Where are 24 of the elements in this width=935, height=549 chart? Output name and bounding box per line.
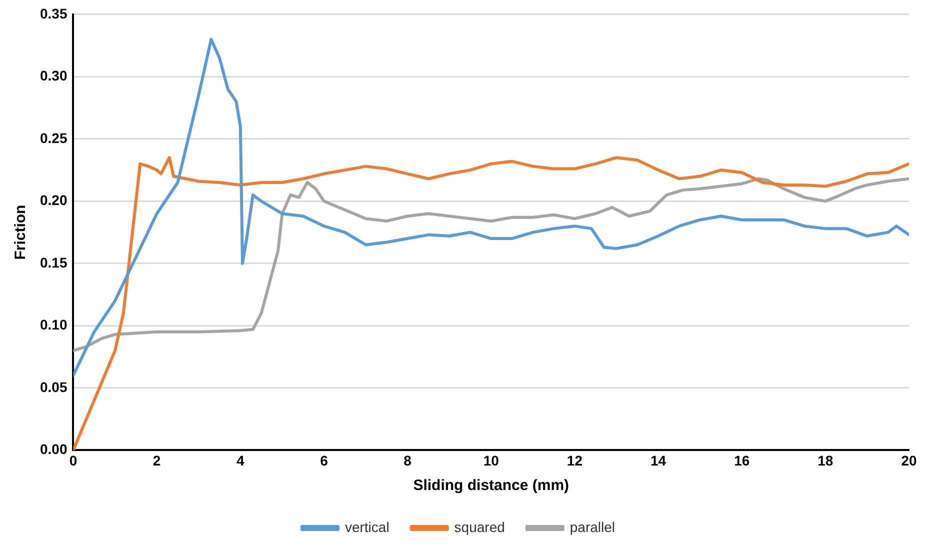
x-tick-label: 2: [152, 452, 161, 468]
x-tick-label: 6: [320, 452, 328, 468]
y-tick-label: 0.25: [40, 130, 68, 146]
x-tick-label: 14: [650, 452, 666, 468]
legend-label: squared: [454, 518, 505, 535]
x-axis-title: Sliding distance (mm): [413, 477, 570, 494]
x-tick-label: 0: [69, 452, 78, 468]
x-tick-label: 8: [404, 452, 412, 468]
x-tick-label: 4: [236, 452, 244, 468]
y-tick-label: 0.15: [40, 254, 68, 270]
y-axis-title: Friction: [12, 204, 30, 260]
y-tick-label: 0.10: [40, 316, 68, 333]
x-tick-label: 12: [566, 452, 583, 468]
x-tick-label: 16: [734, 452, 750, 468]
legend-label: parallel: [570, 518, 616, 535]
x-tick-label: 18: [818, 452, 834, 468]
y-tick-label: 0.30: [40, 68, 68, 84]
x-tick-label: 10: [483, 452, 500, 468]
legend-label: vertical: [344, 518, 390, 535]
y-tick-label: 0.00: [40, 441, 68, 458]
y-tick-label: 0.35: [40, 5, 68, 22]
y-tick-label: 0.05: [40, 378, 68, 395]
y-tick-label: 0.20: [40, 192, 68, 208]
x-tick-label: 20: [901, 452, 917, 468]
